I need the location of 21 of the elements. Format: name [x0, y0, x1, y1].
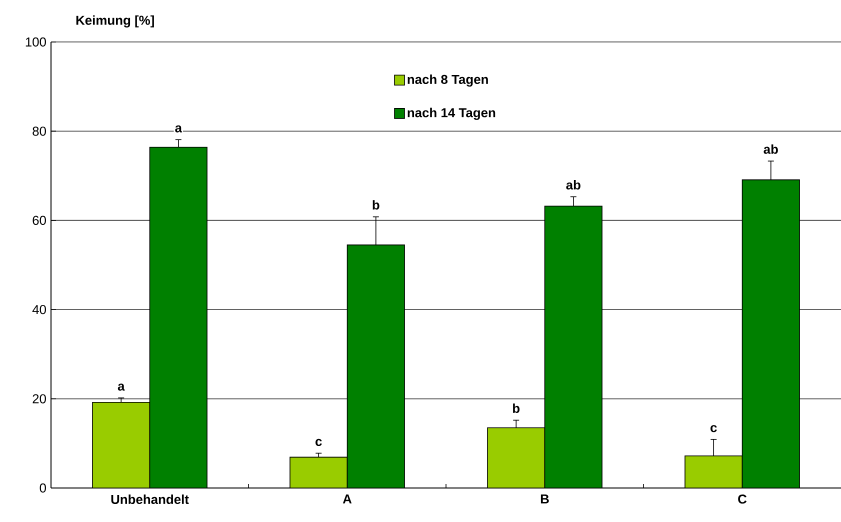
data-label: ab	[566, 180, 580, 190]
y-tick-label: 80	[32, 126, 46, 136]
y-tick-label: 0	[40, 483, 46, 493]
y-tick-label: 100	[26, 37, 46, 47]
y-tick-label: 40	[32, 304, 46, 314]
y-tick-label: 20	[32, 394, 46, 404]
data-label: c	[316, 438, 322, 446]
data-label: b	[372, 200, 380, 210]
data-label: a	[175, 125, 182, 132]
x-tick-label: B	[540, 494, 549, 504]
legend-label: nach 14 Tagen	[408, 108, 496, 120]
x-tick-label: A	[342, 494, 352, 504]
y-tick-label: 60	[32, 216, 46, 225]
y-axis-title: Keimung [%]	[76, 15, 154, 28]
data-label: a	[118, 384, 125, 391]
x-tick-label: C	[738, 494, 747, 504]
data-label: ab	[764, 144, 778, 154]
data-label: c	[710, 425, 717, 432]
legend-label: nach 8 Tagen	[408, 74, 488, 87]
data-label: b	[513, 403, 520, 413]
x-tick-label: Unbehandelt	[111, 494, 189, 504]
